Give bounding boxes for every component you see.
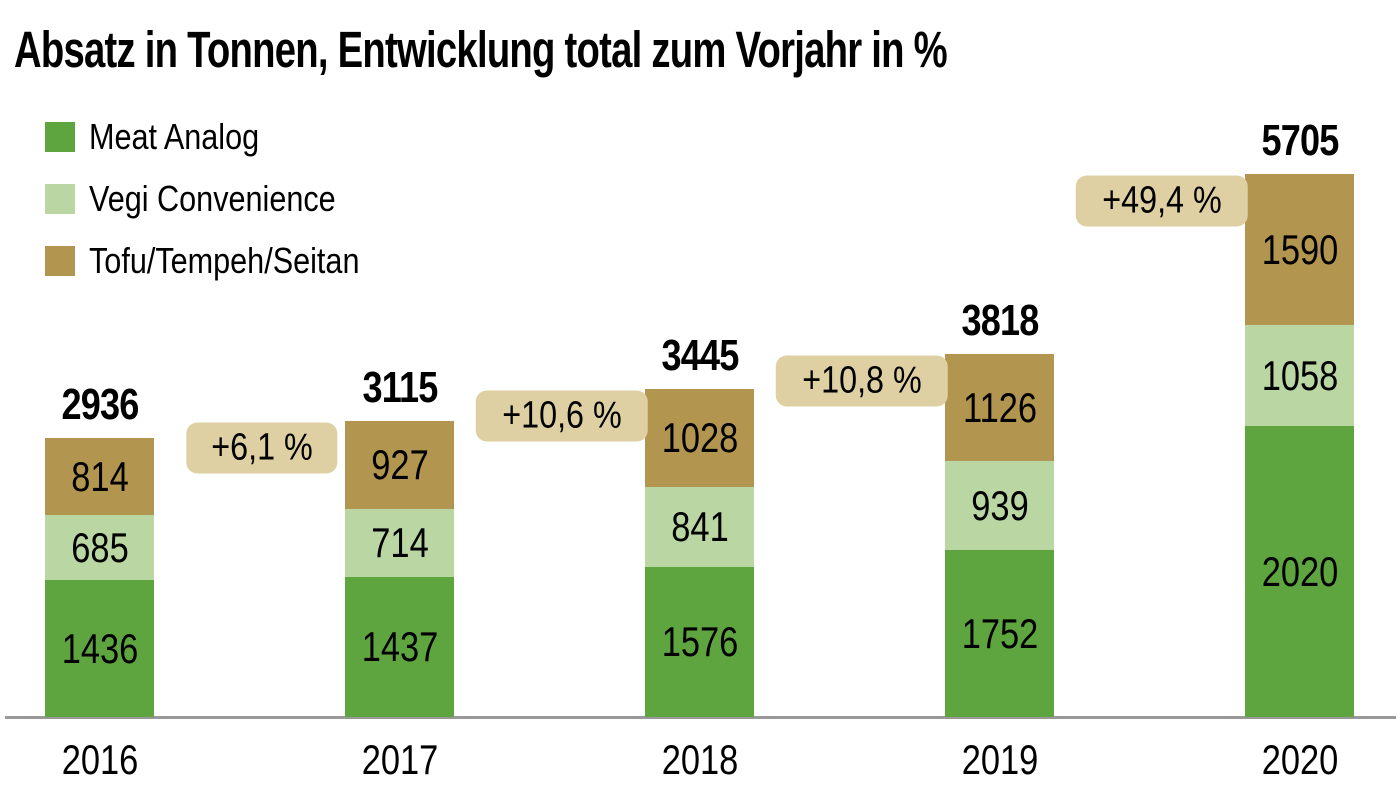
segment-value-tofu-tempeh-seitan-2018: 1028: [661, 414, 738, 461]
growth-badge-label-2019: +10,8 %: [801, 359, 922, 402]
bar-segment-meat-analog-2020: [1245, 426, 1354, 717]
bar-segment-tofu-tempeh-seitan-2017: [345, 421, 454, 509]
chart-title: Absatz in Tonnen, Entwicklung total zum …: [14, 21, 948, 78]
bar-total-label-2019: 3818: [961, 296, 1039, 345]
segment-value-vegi-convenience-2017: 714: [370, 519, 429, 566]
segment-value-vegi-convenience-2020: 1058: [1261, 352, 1338, 399]
x-axis-label-2018: 2018: [661, 736, 738, 783]
legend-swatch-tofu-tempeh-seitan: [45, 246, 75, 276]
bar-segment-tofu-tempeh-seitan-2020: [1245, 174, 1354, 325]
bar-total-label-2017: 3115: [361, 363, 438, 412]
growth-badge-label-2018: +10,6 %: [501, 394, 622, 437]
x-axis-label-2019: 2019: [961, 736, 1038, 783]
x-axis-label-2020: 2020: [1261, 736, 1338, 783]
bar-total-label-2018: 3445: [661, 331, 739, 380]
bar-segment-meat-analog-2016: [45, 580, 154, 717]
bar-segment-tofu-tempeh-seitan-2016: [45, 438, 154, 515]
growth-badge-2017: +6,1 %: [185, 422, 338, 474]
bar-segment-meat-analog-2017: [345, 577, 454, 717]
segment-value-tofu-tempeh-seitan-2020: 1590: [1261, 226, 1338, 273]
x-axis-label-2016: 2016: [61, 736, 138, 783]
legend-item-meat-analog: Meat Analog: [45, 116, 407, 157]
growth-badge-2018: +10,6 %: [475, 390, 648, 442]
bar-segment-meat-analog-2019: [945, 550, 1054, 717]
bar-total-label-2020: 5705: [1261, 116, 1339, 165]
growth-badge-label-2020: +49,4 %: [1101, 179, 1222, 222]
growth-badge-2019: +10,8 %: [775, 355, 948, 407]
legend-label-tofu-tempeh-seitan: Tofu/Tempeh/Seitan: [89, 240, 360, 281]
segment-value-meat-analog-2018: 1576: [661, 618, 738, 665]
segment-value-meat-analog-2019: 1752: [961, 610, 1038, 657]
x-axis-label-2017: 2017: [361, 736, 438, 783]
bar-segment-vegi-convenience-2020: [1245, 325, 1354, 426]
bar-segment-vegi-convenience-2016: [45, 515, 154, 580]
legend-swatch-meat-analog: [45, 122, 75, 152]
growth-badge-label-2017: +6,1 %: [210, 426, 313, 469]
legend: Meat Analog Vegi Convenience Tofu/Tempeh…: [45, 116, 407, 308]
segment-value-tofu-tempeh-seitan-2019: 1126: [962, 384, 1037, 431]
bar-segment-vegi-convenience-2017: [345, 509, 454, 577]
segment-value-meat-analog-2016: 1436: [61, 625, 138, 672]
legend-swatch-vegi-convenience: [45, 184, 75, 214]
legend-item-tofu-tempeh-seitan: Tofu/Tempeh/Seitan: [45, 240, 407, 281]
segment-value-vegi-convenience-2018: 841: [670, 503, 729, 550]
legend-label-vegi-convenience: Vegi Convenience: [89, 178, 336, 219]
segment-value-tofu-tempeh-seitan-2017: 927: [370, 441, 429, 488]
segment-value-tofu-tempeh-seitan-2016: 814: [70, 453, 129, 500]
bar-segment-vegi-convenience-2019: [945, 461, 1054, 550]
legend-label-meat-analog: Meat Analog: [89, 116, 260, 157]
bar-segment-meat-analog-2018: [645, 567, 754, 717]
legend-item-vegi-convenience: Vegi Convenience: [45, 178, 407, 219]
segment-value-vegi-convenience-2019: 939: [970, 482, 1029, 529]
x-axis-line: [5, 716, 1396, 719]
bar-segment-vegi-convenience-2018: [645, 487, 754, 567]
segment-value-vegi-convenience-2016: 685: [70, 524, 129, 571]
bar-segment-tofu-tempeh-seitan-2019: [945, 354, 1054, 461]
growth-badge-2020: +49,4 %: [1075, 175, 1248, 227]
bar-segment-tofu-tempeh-seitan-2018: [645, 389, 754, 487]
segment-value-meat-analog-2017: 1437: [361, 623, 438, 670]
bar-total-label-2016: 2936: [61, 380, 139, 429]
segment-value-meat-analog-2020: 2020: [1261, 548, 1338, 595]
